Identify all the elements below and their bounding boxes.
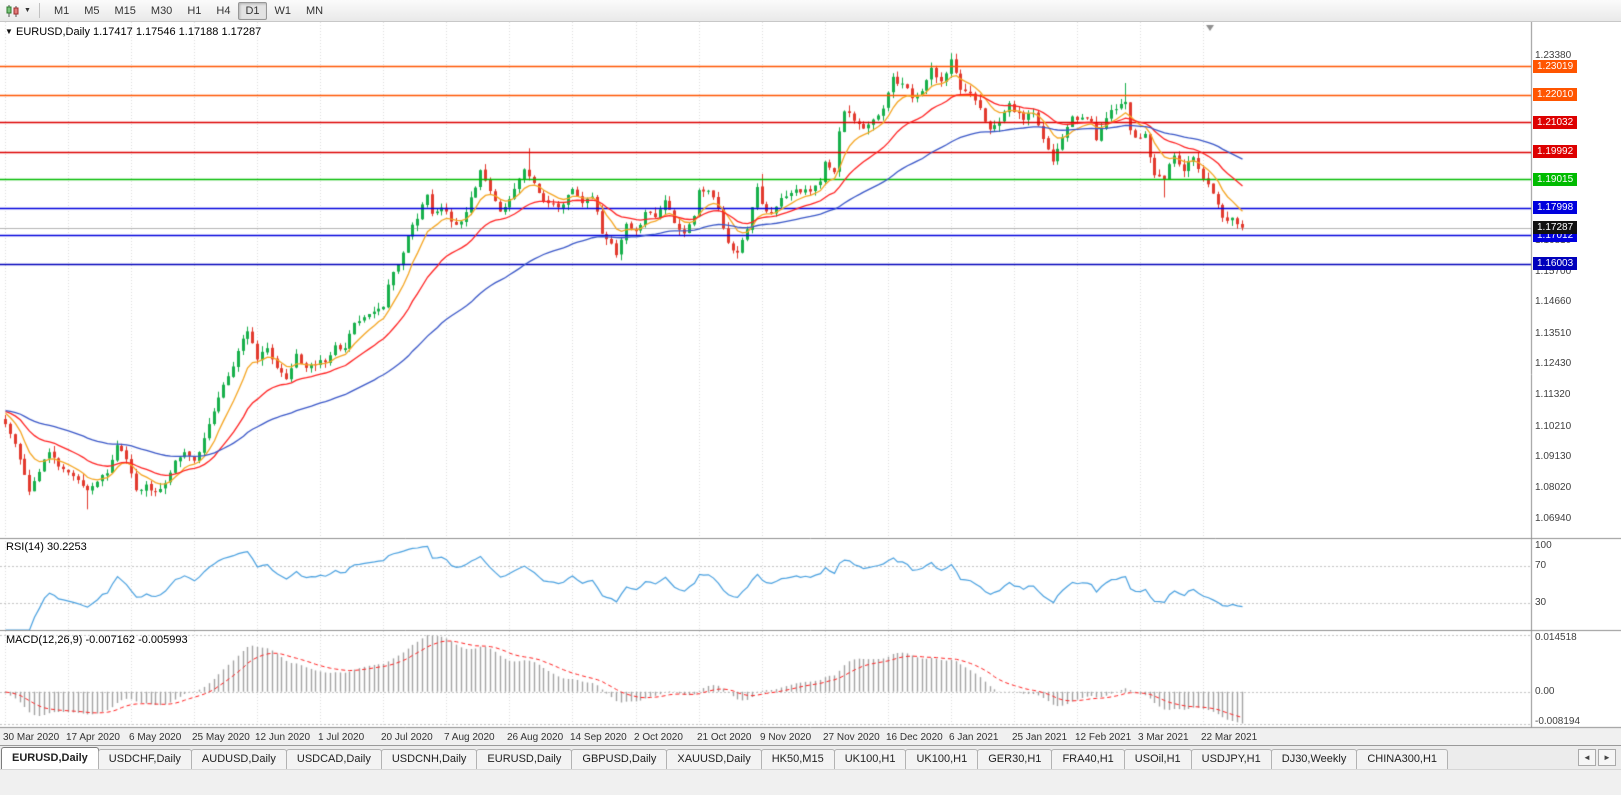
- chart-canvas[interactable]: [0, 22, 1621, 745]
- price-scale-label: 1.09130: [1535, 451, 1572, 462]
- tab-16-china300-h1[interactable]: CHINA300,H1: [1356, 749, 1449, 769]
- price-line-label: 1.22010: [1533, 88, 1578, 102]
- date-label: 6 Jan 2021: [949, 732, 999, 743]
- tab-15-dj30-weekly[interactable]: DJ30,Weekly: [1270, 749, 1358, 769]
- price-scale-label: 1.06940: [1535, 512, 1572, 524]
- price-line-label: 1.16003: [1533, 257, 1578, 271]
- date-axis[interactable]: 30 Mar 2020 17 Apr 2020 6 May 2020 25 May 2…: [0, 730, 1621, 745]
- date-label: 6 May 2020: [129, 732, 182, 743]
- chart-ohlc-title: EURUSD,Daily 1.17417 1.17546 1.17188 1.1…: [16, 26, 262, 38]
- tf-button-m15[interactable]: M15: [114, 4, 136, 17]
- price-line-label: 1.19015: [1533, 172, 1578, 186]
- date-label: 20 Jul 2020: [381, 732, 433, 743]
- date-label: 12 Jun 2020: [255, 732, 311, 743]
- quick-trade-arrow-icon[interactable]: ▼: [5, 27, 13, 36]
- toolbar-separator: [38, 3, 40, 18]
- rsi-label: RSI(14) 30.2253: [6, 541, 87, 553]
- price-scale[interactable]: 1.233801.168101.157001.146601.135101.124…: [1533, 22, 1621, 745]
- date-label: 12 Feb 2021: [1075, 732, 1132, 743]
- price-scale-label: 1.13510: [1535, 327, 1572, 339]
- price-scale-label: 1.15700: [1535, 266, 1572, 278]
- date-label: 27 Nov 2020: [823, 732, 880, 743]
- price-scale-label: 1.10210: [1535, 420, 1572, 432]
- tf-button-m30[interactable]: M30: [150, 4, 173, 17]
- date-label: 16 Dec 2020: [886, 732, 943, 743]
- macd-label: MACD(12,26,9) -0.007162 -0.005993: [6, 634, 188, 646]
- timeframe-toolbar: ▼ M1 M5 M15 M30 H1 H4 D1 W1 MN: [0, 0, 1621, 22]
- date-label: 7 Aug 2020: [444, 732, 495, 743]
- tab-8-hk50-m15[interactable]: HK50,M15: [760, 749, 835, 769]
- tab-12-fra40-h1[interactable]: FRA40,H1: [1051, 749, 1125, 769]
- date-label: 25 May 2020: [192, 732, 250, 743]
- price-scale-label: 1.11320: [1535, 389, 1571, 401]
- price-line-label: 1.21032: [1533, 115, 1578, 129]
- rsi-scale-label: 70: [1535, 560, 1547, 572]
- date-label: 1 Jul 2020: [318, 732, 365, 743]
- rsi-scale-label: 30: [1535, 596, 1547, 608]
- tab-11-ger30-h1[interactable]: GER30,H1: [977, 749, 1053, 769]
- tab-scroll-right-icon[interactable]: ►: [1598, 749, 1616, 766]
- rsi-scale-label: 100: [1535, 540, 1552, 551]
- status-bar: [0, 769, 1621, 795]
- tf-button-d1[interactable]: D1: [238, 1, 267, 20]
- macd-scale-label: 0.014518: [1535, 632, 1577, 643]
- price-line-label: 1.23019: [1533, 59, 1578, 73]
- price-scale-label: 1.08020: [1535, 482, 1572, 494]
- date-label: 17 Apr 2020: [66, 732, 120, 743]
- price-line-label: 1.17998: [1533, 201, 1578, 215]
- tab-scroll-arrows: ◄ ►: [1573, 749, 1621, 766]
- tf-button-h1[interactable]: H1: [187, 4, 202, 17]
- tab-10-uk100-h1[interactable]: UK100,H1: [905, 749, 979, 769]
- price-line-label: 1.19992: [1533, 145, 1578, 159]
- tab-scroll-left-icon[interactable]: ◄: [1578, 749, 1596, 766]
- tab-2-audusd-daily[interactable]: AUDUSD,Daily: [190, 749, 287, 769]
- tab-0-eurusd-daily[interactable]: EURUSD,Daily: [1, 747, 99, 769]
- tab-13-usoil-h1[interactable]: USOil,H1: [1123, 749, 1192, 769]
- price-scale-label: 1.12430: [1535, 358, 1572, 370]
- chart-type-icon[interactable]: [5, 4, 21, 18]
- tab-6-gbpusd-daily[interactable]: GBPUSD,Daily: [571, 749, 668, 769]
- price-scale-label: 1.23380: [1535, 50, 1572, 62]
- price-scale-label: 1.14660: [1535, 295, 1572, 307]
- date-label: 9 Nov 2020: [760, 732, 812, 743]
- date-label: 14 Sep 2020: [570, 732, 627, 743]
- tab-1-usdchf-daily[interactable]: USDCHF,Daily: [97, 749, 192, 769]
- panel-splitter-rsi[interactable]: [0, 537, 1621, 541]
- date-label: 21 Oct 2020: [697, 732, 752, 743]
- macd-scale-label: -0.008194: [1535, 716, 1581, 727]
- chart-window: ▼ EURUSD,Daily 1.17417 1.17546 1.17188 1…: [0, 22, 1621, 745]
- date-label: 3 Mar 2021: [1138, 732, 1189, 743]
- tf-button-w1[interactable]: W1: [274, 4, 292, 17]
- date-label: 26 Aug 2020: [507, 732, 564, 743]
- current-price-label: 1.17287: [1533, 221, 1578, 235]
- date-label: 22 Mar 2021: [1201, 732, 1258, 743]
- tf-button-h4[interactable]: H4: [216, 4, 231, 17]
- tf-button-m1[interactable]: M1: [53, 4, 70, 17]
- date-label: 30 Mar 2020: [3, 732, 60, 743]
- tab-5-eurusd-daily[interactable]: EURUSD,Daily: [476, 749, 573, 769]
- tab-14-usdjpy-h1[interactable]: USDJPY,H1: [1190, 749, 1272, 769]
- date-label: 25 Jan 2021: [1012, 732, 1068, 743]
- tf-button-m5[interactable]: M5: [84, 4, 100, 17]
- tab-9-uk100-h1[interactable]: UK100,H1: [833, 749, 907, 769]
- tf-button-mn[interactable]: MN: [306, 4, 324, 17]
- date-label: 2 Oct 2020: [634, 732, 683, 743]
- tab-7-xauusd-daily[interactable]: XAUUSD,Daily: [666, 749, 762, 769]
- tab-3-usdcad-daily[interactable]: USDCAD,Daily: [285, 749, 382, 769]
- macd-scale-label: 0.00: [1535, 685, 1555, 697]
- chart-tabs-bar: EURUSD,Daily USDCHF,Daily AUDUSD,Daily USDC…: [0, 745, 1621, 769]
- panel-splitter-macd[interactable]: [0, 629, 1621, 633]
- tab-4-usdcnh-daily[interactable]: USDCNH,Daily: [380, 749, 478, 769]
- chart-type-dropdown-icon[interactable]: ▼: [24, 7, 31, 14]
